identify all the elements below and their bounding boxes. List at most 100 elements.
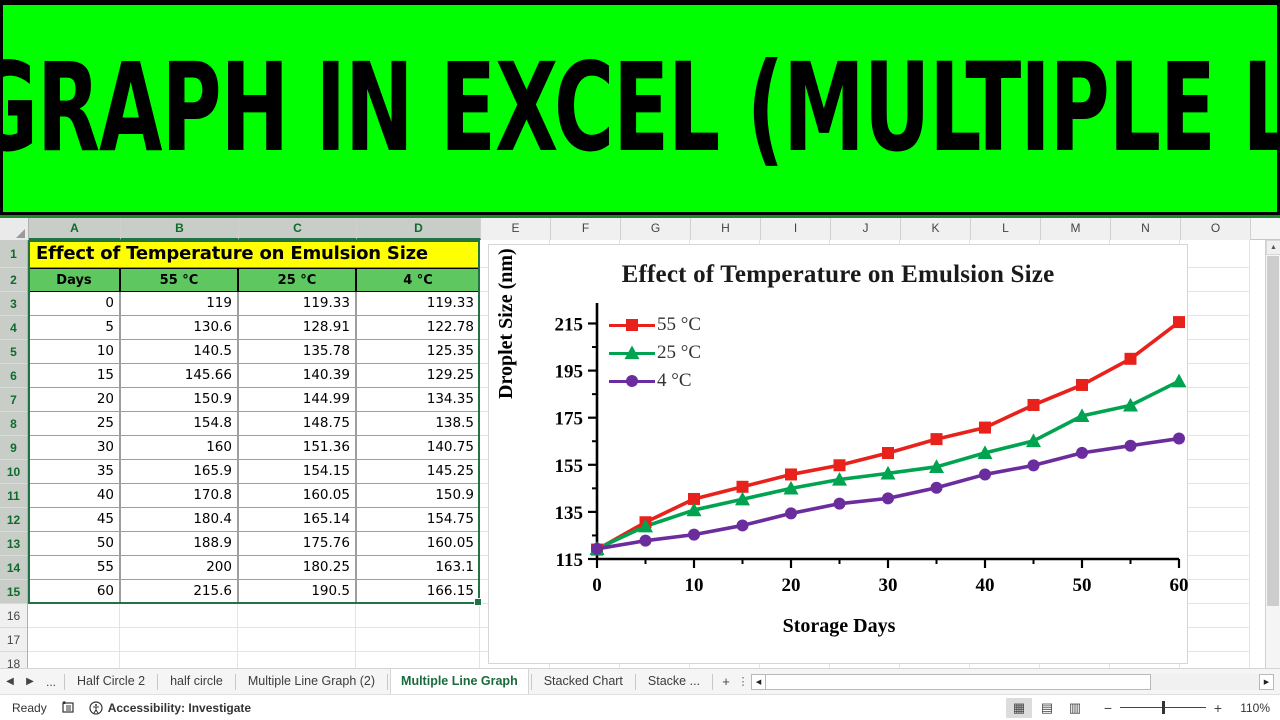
empty-cell[interactable] (238, 628, 356, 652)
row-header-11[interactable]: 11 (0, 484, 27, 508)
column-header-l[interactable]: L (971, 218, 1041, 240)
empty-cell[interactable] (1180, 364, 1250, 388)
table-cell[interactable]: 60 (28, 580, 120, 604)
empty-cell[interactable] (238, 604, 356, 628)
nav-first-sheet-icon[interactable]: ◀ (6, 676, 14, 687)
empty-cell[interactable] (1180, 532, 1250, 556)
table-row[interactable]: 15 145.66 140.39 129.25 (28, 364, 1280, 388)
table-cell[interactable]: 200 (120, 556, 238, 580)
vertical-scroll-thumb[interactable] (1267, 256, 1279, 606)
column-header-g[interactable]: G (621, 218, 691, 240)
table-cell[interactable]: 50 (28, 532, 120, 556)
table-cell[interactable]: 163.1 (356, 556, 480, 580)
sheet-title-cell[interactable]: Effect of Temperature on Emulsion Size (28, 240, 480, 268)
empty-cell[interactable] (1180, 556, 1250, 580)
table-cell[interactable]: 215.6 (120, 580, 238, 604)
column-header-b[interactable]: B (121, 218, 239, 240)
zoom-slider-track[interactable] (1120, 701, 1206, 714)
record-macro-icon[interactable] (61, 701, 75, 714)
scroll-up-arrow[interactable]: ▲ (1266, 240, 1280, 255)
row-header-5[interactable]: 5 (0, 340, 27, 364)
column-header-c[interactable]: C (239, 218, 357, 240)
table-cell[interactable]: 165.9 (120, 460, 238, 484)
sheet-tab-multiple-line-graph-2[interactable]: Multiple Line Graph (2) (247, 674, 376, 688)
table-cell[interactable]: 20 (28, 388, 120, 412)
hscroll-left-arrow[interactable]: ◀ (751, 673, 767, 690)
empty-cell[interactable] (1180, 436, 1250, 460)
empty-cell[interactable] (1180, 292, 1250, 316)
vertical-scrollbar[interactable]: ▲ ▼ (1265, 240, 1280, 720)
table-cell[interactable]: 119 (120, 292, 238, 316)
table-cell[interactable]: 122.78 (356, 316, 480, 340)
row-header-7[interactable]: 7 (0, 388, 27, 412)
column-header-k[interactable]: K (901, 218, 971, 240)
table-cell[interactable]: 148.75 (238, 412, 356, 436)
table-cell[interactable]: 35 (28, 460, 120, 484)
zoom-slider-thumb[interactable] (1162, 701, 1165, 714)
empty-cell[interactable] (1180, 340, 1250, 364)
zoom-in-button[interactable]: + (1213, 699, 1223, 716)
empty-cell[interactable] (1180, 268, 1250, 292)
sheet-tab-half-circle[interactable]: half circle (170, 674, 223, 688)
table-cell[interactable]: 145.66 (120, 364, 238, 388)
table-cell[interactable]: 175.76 (238, 532, 356, 556)
table-cell[interactable]: 134.35 (356, 388, 480, 412)
table-cell[interactable]: 129.25 (356, 364, 480, 388)
table-cell[interactable]: 160.05 (356, 532, 480, 556)
table-column-header[interactable]: 25 °C (238, 268, 356, 292)
column-header-n[interactable]: N (1111, 218, 1181, 240)
table-cell[interactable]: 140.75 (356, 436, 480, 460)
row-header-8[interactable]: 8 (0, 412, 27, 436)
sheet-overflow-icon[interactable]: ... (45, 674, 56, 689)
normal-view-button[interactable]: ▦ (1006, 697, 1032, 718)
zoom-percentage[interactable]: 110% (1240, 700, 1270, 715)
table-column-header[interactable]: 4 °C (356, 268, 480, 292)
empty-cell[interactable] (120, 628, 238, 652)
horizontal-scroll-thumb[interactable] (766, 673, 1151, 690)
empty-cell[interactable] (1180, 604, 1250, 628)
empty-cell[interactable] (28, 628, 120, 652)
table-cell[interactable]: 154.8 (120, 412, 238, 436)
sheet-tab-half-circle-2[interactable]: Half Circle 2 (77, 674, 146, 688)
table-cell[interactable]: 128.91 (238, 316, 356, 340)
empty-cell[interactable] (1180, 412, 1250, 436)
table-cell[interactable]: 160 (120, 436, 238, 460)
empty-cell[interactable] (1180, 508, 1250, 532)
table-cell[interactable]: 180.25 (238, 556, 356, 580)
empty-cell[interactable] (120, 604, 238, 628)
table-cell[interactable]: 154.15 (238, 460, 356, 484)
table-cell[interactable]: 25 (28, 412, 120, 436)
table-cell[interactable]: 160.05 (238, 484, 356, 508)
hscroll-track[interactable] (1151, 673, 1259, 690)
hscroll-right-arrow[interactable]: ▶ (1259, 673, 1274, 690)
table-cell[interactable]: 145.25 (356, 460, 480, 484)
table-cell[interactable]: 0 (28, 292, 120, 316)
table-cell[interactable]: 140.5 (120, 340, 238, 364)
page-break-view-button[interactable]: ▥ (1068, 699, 1082, 715)
table-cell[interactable]: 55 (28, 556, 120, 580)
table-cell[interactable]: 140.39 (238, 364, 356, 388)
table-cell[interactable]: 125.35 (356, 340, 480, 364)
column-header-f[interactable]: F (551, 218, 621, 240)
table-cell[interactable]: 165.14 (238, 508, 356, 532)
empty-cell[interactable] (1180, 316, 1250, 340)
column-header-j[interactable]: J (831, 218, 901, 240)
embedded-line-chart[interactable]: Effect of Temperature on Emulsion Size D… (488, 244, 1189, 664)
sheet-menu-icon[interactable]: ⋮ (737, 676, 749, 688)
zoom-control[interactable]: − + 110% (1100, 700, 1270, 716)
row-header-9[interactable]: 9 (0, 436, 27, 460)
table-cell[interactable]: 135.78 (238, 340, 356, 364)
table-cell[interactable]: 170.8 (120, 484, 238, 508)
table-cell[interactable]: 144.99 (238, 388, 356, 412)
row-header-2[interactable]: 2 (0, 268, 27, 292)
sheet-tab-stacke[interactable]: Stacke ... (647, 674, 701, 688)
empty-cell[interactable] (1180, 580, 1250, 604)
empty-cell[interactable] (356, 628, 480, 652)
legend-item[interactable]: 25 °C (609, 339, 701, 367)
table-cell[interactable]: 119.33 (356, 292, 480, 316)
table-cell[interactable]: 10 (28, 340, 120, 364)
cell-grid[interactable]: Effect of Temperature on Emulsion Size Da… (28, 240, 1280, 720)
nav-last-sheet-icon[interactable]: ▶ (26, 676, 34, 687)
row-header-16[interactable]: 16 (0, 604, 27, 628)
table-cell[interactable]: 45 (28, 508, 120, 532)
